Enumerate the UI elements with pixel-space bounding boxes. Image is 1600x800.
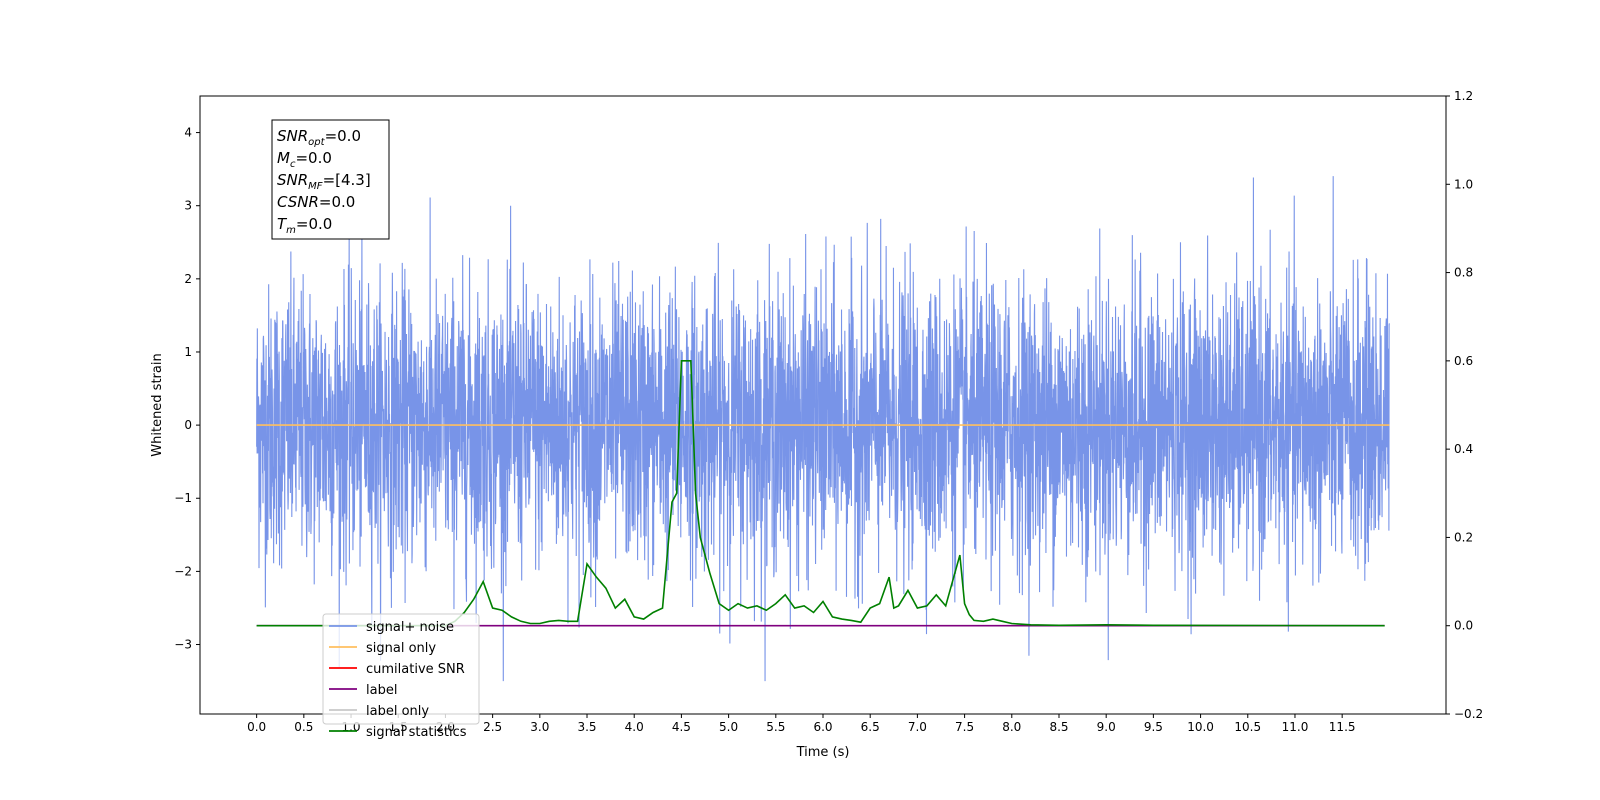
y-tick-label: −1 xyxy=(174,491,192,505)
annotation-line: Mc=0.0 xyxy=(277,149,332,170)
x-tick-label: 5.5 xyxy=(766,720,785,734)
legend-frame xyxy=(322,613,480,725)
y-tick-label: 2 xyxy=(184,272,192,286)
x-tick-label: 4.5 xyxy=(672,720,691,734)
y-axis-label: Whitened strain xyxy=(150,353,165,456)
y2-tick-label: −0.2 xyxy=(1454,707,1483,721)
x-tick-label: 9.0 xyxy=(1097,720,1116,734)
x-tick-label: 8.0 xyxy=(1002,720,1021,734)
y-tick-label: 4 xyxy=(184,126,192,140)
series-signal-statistics-line xyxy=(256,360,1385,627)
x-axis-label: Time (s) xyxy=(796,745,850,760)
annotation-line: SNRMF=[4.3] xyxy=(277,171,371,192)
y2-tick-label: 0.8 xyxy=(1454,266,1473,280)
y2-tick-label: 1.0 xyxy=(1454,177,1473,191)
y-tick-label: 1 xyxy=(184,345,192,359)
y2-tick-label: 0.4 xyxy=(1454,442,1473,456)
x-tick-label: 5.0 xyxy=(719,720,738,734)
annotation-frame xyxy=(271,119,390,240)
legend: signal+ noise signal only cumilative SNR la… xyxy=(322,613,480,740)
legend-label: cumilative SNR xyxy=(366,662,465,677)
x-tick-label: 11.5 xyxy=(1329,720,1356,734)
legend-label: signal only xyxy=(366,641,436,656)
x-tick-label: 7.5 xyxy=(955,720,974,734)
x-tick-label: 10.0 xyxy=(1187,720,1214,734)
y2-tick-label: 0.0 xyxy=(1454,619,1473,633)
legend-label: signal statistics xyxy=(366,725,467,740)
y-tick-label: 0 xyxy=(184,418,192,432)
y-axis-right: 1.2 1.0 0.8 0.6 0.4 0.2 0.0 −0.2 xyxy=(1446,89,1483,721)
x-tick-label: 7.0 xyxy=(908,720,927,734)
x-tick-label: 10.5 xyxy=(1234,720,1261,734)
x-tick-label: 8.5 xyxy=(1049,720,1068,734)
y-tick-label: −2 xyxy=(174,564,192,578)
y-tick-label: −3 xyxy=(174,638,192,652)
x-tick-label: 2.5 xyxy=(483,720,502,734)
legend-label: label only xyxy=(366,704,429,719)
legend-label: signal+ noise xyxy=(366,620,454,635)
x-tick-label: 0.0 xyxy=(247,720,266,734)
x-tick-label: 6.0 xyxy=(813,720,832,734)
y-tick-label: 3 xyxy=(184,199,192,213)
x-tick-label: 0.5 xyxy=(294,720,313,734)
legend-label: label xyxy=(366,683,397,698)
y-axis-left: 4 3 2 1 0 −1 −2 −3 xyxy=(174,126,200,652)
x-axis: 0.0 0.5 1.0 1.5 2.0 2.5 3.0 3.5 4.0 4.5 5.0 5.5 6.0 6… xyxy=(247,714,1356,734)
y2-tick-label: 1.2 xyxy=(1454,89,1473,103)
annotation-line: CSNR=0.0 xyxy=(277,193,355,211)
annotation-line: Tm=0.0 xyxy=(277,215,332,236)
y2-tick-label: 0.2 xyxy=(1454,530,1473,544)
x-tick-label: 6.5 xyxy=(861,720,880,734)
annotation-line: SNRopt=0.0 xyxy=(277,127,361,148)
x-tick-label: 9.5 xyxy=(1144,720,1163,734)
x-tick-label: 4.0 xyxy=(625,720,644,734)
x-tick-label: 3.0 xyxy=(530,720,549,734)
x-tick-label: 11.0 xyxy=(1282,720,1309,734)
series-signal-noise-line xyxy=(256,176,1390,682)
y2-tick-label: 0.6 xyxy=(1454,354,1473,368)
x-tick-label: 3.5 xyxy=(577,720,596,734)
